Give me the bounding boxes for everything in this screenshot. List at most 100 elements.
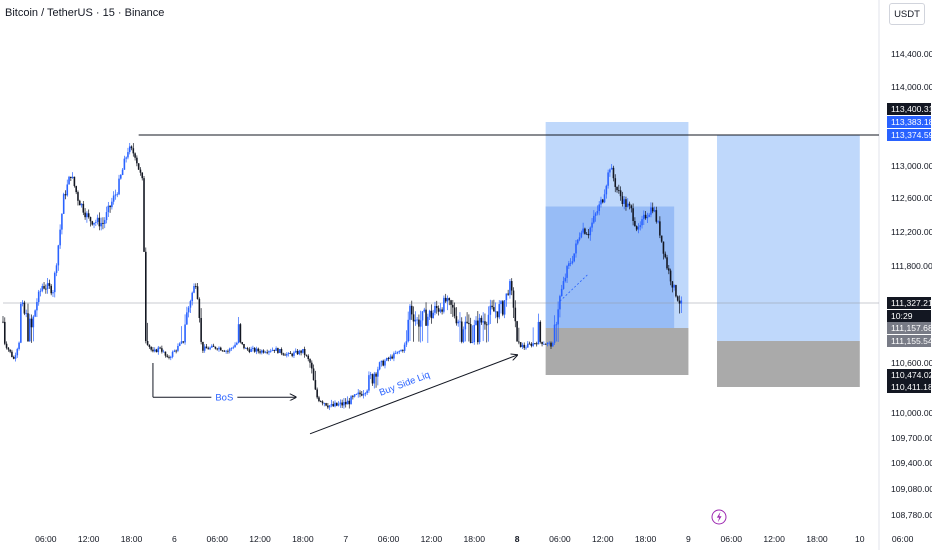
candle-body	[414, 319, 417, 322]
y-tick-label: 112,200.00	[891, 227, 932, 237]
candle-body	[360, 394, 363, 396]
candle-body	[535, 343, 538, 345]
candle-body	[439, 309, 442, 312]
candle-body	[637, 227, 640, 230]
candle-body	[93, 222, 95, 225]
candle-body	[593, 215, 595, 223]
candle-body	[316, 389, 318, 398]
candle-body	[473, 324, 476, 343]
candle-body	[121, 169, 124, 175]
candle-body	[453, 307, 456, 317]
candle-body	[359, 392, 361, 395]
candle-body	[216, 348, 218, 350]
candle-body	[196, 286, 199, 300]
x-tick-label: 06:00	[721, 534, 743, 544]
candle-body	[494, 311, 497, 313]
candle-body	[525, 347, 527, 349]
candle-body	[211, 345, 213, 348]
candle-body	[603, 194, 606, 203]
candle-body	[482, 321, 484, 323]
candle-body	[409, 305, 411, 320]
candle-body	[225, 350, 227, 352]
candle-body	[523, 344, 526, 348]
bos-label: BoS	[215, 393, 233, 404]
candle-body	[559, 296, 561, 310]
candle-body	[396, 351, 399, 354]
candle-body	[607, 172, 609, 186]
candle-body	[136, 157, 138, 164]
candle-body	[57, 245, 60, 266]
candle-body	[664, 253, 667, 258]
candle-body	[635, 226, 638, 230]
candle-body	[427, 316, 429, 326]
y-tick-label: 111,800.00	[891, 261, 932, 271]
candle-body	[327, 405, 329, 408]
x-tick-label: 12:00	[78, 534, 100, 544]
candle-body	[118, 178, 120, 195]
candle-body	[668, 268, 670, 271]
x-tick-label: 18:00	[635, 534, 657, 544]
candle-body	[230, 347, 233, 349]
x-tick-label: 7	[343, 534, 348, 544]
candle-body	[203, 346, 206, 351]
candle-body	[236, 342, 238, 345]
candle-body	[544, 343, 547, 345]
candle-body	[312, 368, 315, 381]
y-tick-label: 112,600.00	[891, 193, 932, 203]
candle-body	[673, 285, 675, 288]
candle-body	[357, 392, 360, 395]
x-tick-label: 18:00	[121, 534, 143, 544]
candle-body	[491, 305, 493, 308]
candle-body	[189, 301, 192, 308]
candle-body	[234, 344, 236, 348]
candle-body	[548, 342, 551, 344]
currency-unit-button[interactable]: USDT	[889, 3, 925, 25]
candle-body	[423, 309, 426, 312]
candle-body	[212, 345, 215, 347]
candle-body	[48, 283, 51, 286]
candle-body	[350, 396, 352, 405]
candle-body	[7, 347, 10, 350]
candle-body	[95, 221, 97, 223]
candle-body	[114, 194, 117, 196]
candle-body	[412, 314, 415, 322]
candle-body	[128, 146, 131, 153]
candle-body	[11, 351, 13, 357]
candle-body	[66, 184, 69, 196]
candle-body	[421, 311, 424, 321]
candle-body	[500, 301, 502, 305]
candle-body	[146, 341, 149, 345]
candle-body	[400, 350, 402, 352]
price-tag-label: 111,155.54	[891, 336, 932, 346]
candle-body	[105, 212, 108, 221]
candle-body	[343, 401, 345, 406]
filled-progress	[545, 206, 675, 328]
candle-body	[287, 352, 290, 355]
lightning-icon[interactable]	[711, 509, 727, 525]
candle-body	[337, 404, 340, 406]
candle-body	[341, 402, 343, 406]
candle-body	[68, 176, 70, 185]
candle-body	[416, 319, 418, 321]
candle-body	[286, 354, 288, 356]
candle-body	[107, 205, 110, 213]
candle-body	[173, 350, 176, 352]
candle-body	[539, 321, 542, 342]
candle-body	[339, 402, 342, 405]
candle-body	[391, 356, 393, 359]
entry-connector	[559, 273, 589, 302]
candle-body	[91, 221, 94, 225]
candle-body	[112, 195, 115, 202]
candle-body	[323, 403, 326, 404]
candle-body	[623, 199, 625, 205]
candle-body	[164, 351, 167, 356]
candle-body	[585, 233, 588, 235]
candle-body	[141, 172, 144, 179]
candle-body	[321, 401, 324, 404]
candle-body	[564, 277, 567, 282]
candle-body	[132, 148, 135, 154]
candle-body	[166, 355, 169, 357]
candle-body	[264, 352, 267, 354]
price-tag	[887, 310, 931, 322]
